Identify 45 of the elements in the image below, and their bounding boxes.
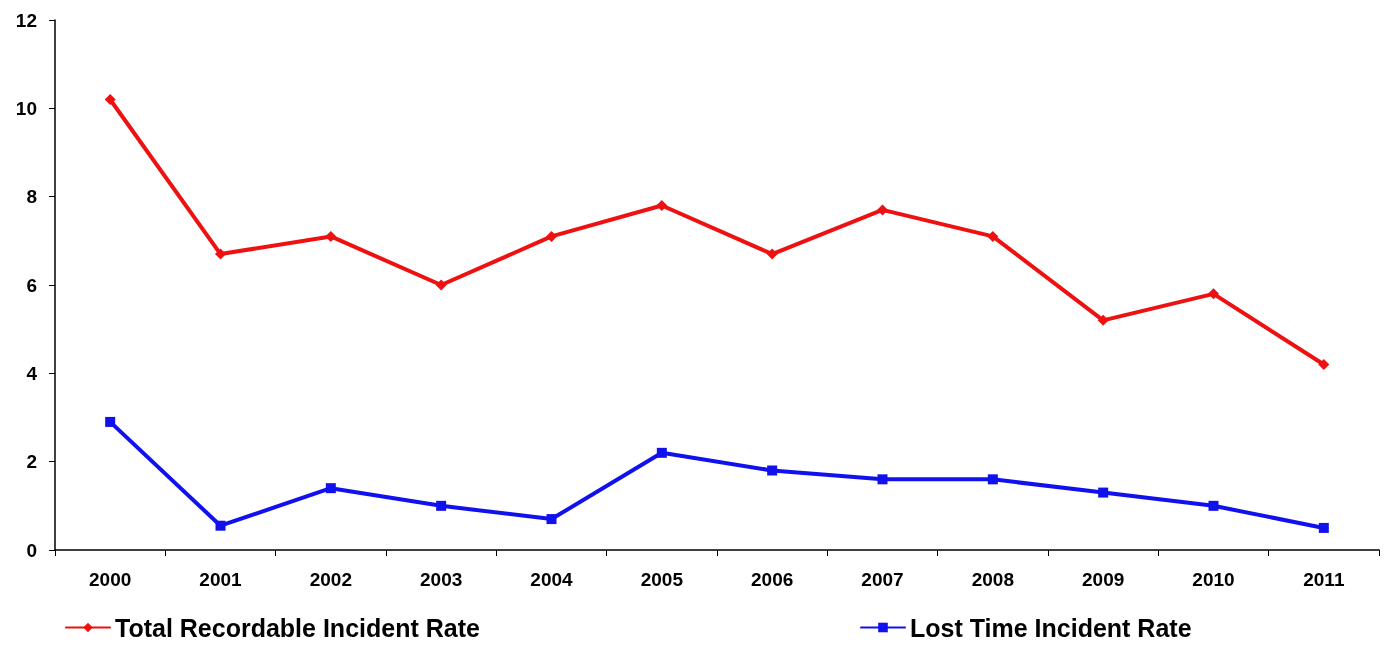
x-tick-label: 2002 [309,569,352,590]
point [1097,314,1109,326]
legend-label: Total Recordable Incident Rate [115,613,480,642]
y-tick-label: 8 [26,186,37,208]
x-tick-label: 2004 [530,569,574,590]
x-tick-label: 2011 [1303,569,1345,590]
point [546,230,557,242]
y-tick-label: 2 [26,451,37,473]
point [987,230,999,242]
y-tick-label: 10 [15,97,37,119]
point [436,500,447,511]
point [1318,522,1329,533]
point [877,474,888,485]
x-tick-label: 2001 [199,569,243,590]
point [1208,500,1219,511]
point [325,230,337,242]
y-tick-label: 0 [26,539,37,561]
point [215,520,226,531]
point [1208,288,1219,300]
x-tick-label: 2000 [89,569,132,590]
x-tick-label: 2007 [861,569,904,590]
point [767,465,778,476]
x-tick-label: 2008 [971,569,1014,590]
x-tick-label: 2009 [1082,569,1125,590]
point [766,248,778,260]
point [546,514,557,525]
point [105,416,116,427]
point [1098,487,1109,498]
x-tick-label: 2006 [751,569,794,590]
y-tick-label: 6 [26,274,37,296]
x-tick-label: 2005 [640,569,684,590]
point [656,447,667,458]
legend-label: Lost Time Incident Rate [910,613,1192,642]
y-tick-label: 4 [26,362,38,384]
point [104,94,116,105]
point [325,483,336,494]
point [1318,359,1330,370]
x-tick-label: 2010 [1192,569,1235,590]
y-tick-label: 12 [15,9,37,31]
point [435,279,447,291]
point [656,200,668,211]
x-tick-label: 2003 [420,569,463,590]
point [215,248,226,260]
point [987,474,998,485]
point [877,204,888,216]
